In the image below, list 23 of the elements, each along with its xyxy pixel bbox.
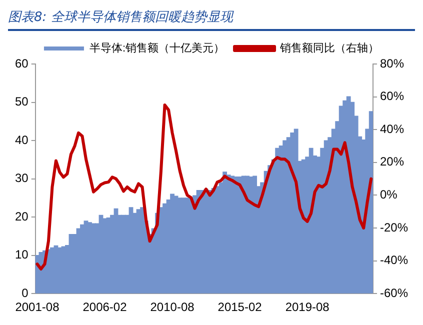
legend-label: 销售额同比（右轴） xyxy=(279,42,380,55)
y2-tick-label: 60% xyxy=(380,89,404,104)
y-tick-label: 0 xyxy=(22,286,29,300)
x-tick-label: 2015-02 xyxy=(218,300,262,314)
y2-tick-label: -60% xyxy=(380,286,408,300)
y-tick-label: 50 xyxy=(14,94,29,109)
x-tick-label: 2006-02 xyxy=(82,300,128,314)
y2-tick-label: 80% xyxy=(380,56,404,70)
y2-tick-label: -40% xyxy=(380,253,408,268)
y2-tick-label: 20% xyxy=(380,154,404,169)
chart-title: 图表8: 全球半导体销售额回暖趋势显现 xyxy=(8,8,415,31)
y-tick-label: 40 xyxy=(14,132,29,147)
y2-tick-label: 40% xyxy=(380,122,404,136)
y-tick-label: 10 xyxy=(14,248,29,262)
legend-label: 半导体:销售额（十亿美元） xyxy=(89,42,225,55)
y2-tick-label: 0% xyxy=(380,188,398,202)
x-tick-label: 2010-08 xyxy=(150,300,195,314)
y-tick-label: 20 xyxy=(14,209,29,224)
x-tick-label: 2001-08 xyxy=(15,300,60,314)
x-tick-label: 2019-08 xyxy=(285,300,330,314)
y2-tick-label: -20% xyxy=(380,220,408,234)
y-tick-label: 60 xyxy=(14,56,29,70)
y-tick-label: 30 xyxy=(14,171,29,186)
